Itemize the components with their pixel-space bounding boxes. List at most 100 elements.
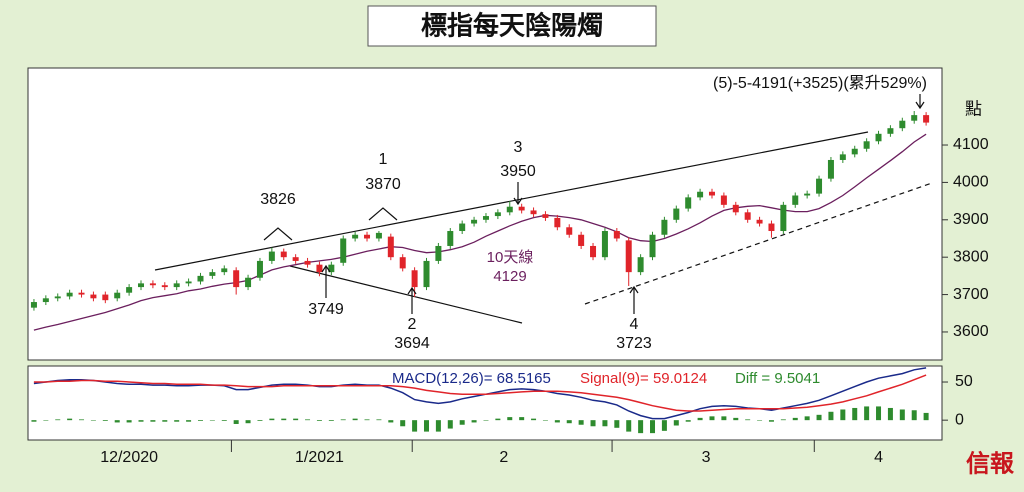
candle-body	[161, 285, 168, 288]
diff-bar	[721, 416, 727, 421]
diff-bar	[197, 420, 203, 421]
candle-body	[851, 148, 858, 155]
annotation: (5)-5-4191(+3525)(累升529%)	[713, 74, 927, 92]
chart-title: 標指每天陰陽燭	[421, 11, 603, 42]
diff-bar	[709, 416, 715, 421]
annotation: 4	[630, 316, 639, 333]
candle-body	[411, 270, 418, 288]
diff-bar	[340, 419, 346, 421]
y-tick-label: 4000	[953, 174, 989, 191]
trend-line	[154, 131, 869, 271]
candle-body	[518, 206, 525, 211]
candle-body	[863, 141, 870, 149]
candle-body	[42, 298, 49, 303]
annotation: 1	[379, 151, 388, 168]
diff-bar	[792, 417, 798, 421]
y-tick-label: 3800	[953, 248, 989, 265]
diff-bar	[257, 420, 263, 421]
candle-body	[399, 257, 406, 269]
diff-bar	[519, 417, 525, 421]
candle-body	[423, 260, 430, 288]
candle-body	[221, 268, 228, 273]
diff-bar	[162, 420, 168, 422]
candle-body	[185, 281, 192, 284]
diff-bar	[852, 407, 858, 421]
diff-bar	[269, 418, 275, 421]
diff-bar	[233, 420, 239, 424]
x-tick-label: 4	[874, 449, 883, 466]
diff-bar	[43, 420, 49, 421]
candle-body	[459, 223, 466, 232]
diff-bar	[638, 420, 644, 434]
candle-body	[471, 219, 478, 224]
diff-bar	[114, 420, 120, 423]
candle-body	[90, 294, 97, 299]
diff-bar	[816, 414, 822, 421]
caret	[368, 207, 398, 221]
y-tick-label: 3700	[953, 286, 989, 303]
diff-bar	[423, 420, 429, 432]
diff-bar	[650, 420, 656, 434]
diff-bar	[328, 420, 334, 421]
candle-body	[173, 283, 180, 288]
candle-body	[375, 232, 382, 239]
x-tick-label: 1/2021	[295, 449, 344, 466]
candle-body	[435, 245, 442, 261]
diff-bar	[745, 419, 751, 421]
diff-bar	[79, 419, 85, 421]
arrow	[513, 182, 523, 206]
diff-bar	[840, 409, 846, 421]
candle-body	[566, 227, 573, 235]
diff-bar	[412, 420, 418, 432]
diff-bar	[150, 420, 156, 422]
candle-body	[911, 115, 918, 121]
arrow	[321, 264, 331, 298]
legend-label: Diff = 9.5041	[735, 370, 820, 387]
diff-bar	[209, 420, 215, 421]
diff-bar	[90, 420, 96, 421]
diff-bar	[102, 420, 108, 421]
candle-body	[54, 296, 61, 299]
diff-bar	[828, 411, 834, 421]
diff-bar	[352, 418, 358, 421]
candle-body	[494, 212, 501, 217]
diff-bar	[221, 420, 227, 421]
x-tick-label: 3	[702, 449, 711, 466]
diff-bar	[186, 420, 192, 422]
diff-bar	[899, 409, 905, 421]
candle-body	[697, 191, 704, 198]
diff-bar	[566, 420, 572, 424]
diff-bar	[911, 410, 917, 421]
diff-bar	[435, 420, 441, 432]
arrow	[629, 285, 639, 314]
candle-body	[923, 115, 930, 123]
candle-body	[304, 260, 311, 265]
legend-label: Signal(9)= 59.0124	[580, 370, 707, 387]
candle-body	[804, 193, 811, 196]
candle-body	[816, 178, 823, 194]
candle-body	[899, 120, 906, 129]
diff-bar	[768, 420, 774, 422]
arrow	[915, 94, 925, 110]
candle-body	[387, 236, 394, 258]
candle-body	[233, 270, 240, 288]
diff-bar	[305, 419, 311, 421]
candle-body	[30, 302, 37, 308]
diff-bar	[578, 420, 584, 425]
diff-bar	[447, 420, 453, 429]
candle-body	[530, 210, 537, 215]
diff-bar	[138, 420, 144, 422]
y-tick-label: 0	[955, 411, 964, 428]
candle-body	[78, 292, 85, 295]
diff-bar	[67, 418, 73, 421]
x-tick-label: 2	[499, 449, 508, 466]
candle-body	[209, 272, 216, 276]
candle-body	[768, 223, 775, 232]
trend-line	[584, 182, 933, 305]
candle-body	[292, 257, 299, 261]
candle-body	[554, 217, 561, 228]
candle-body	[744, 212, 751, 220]
diff-bar	[400, 420, 406, 427]
macd-panel	[27, 365, 943, 441]
